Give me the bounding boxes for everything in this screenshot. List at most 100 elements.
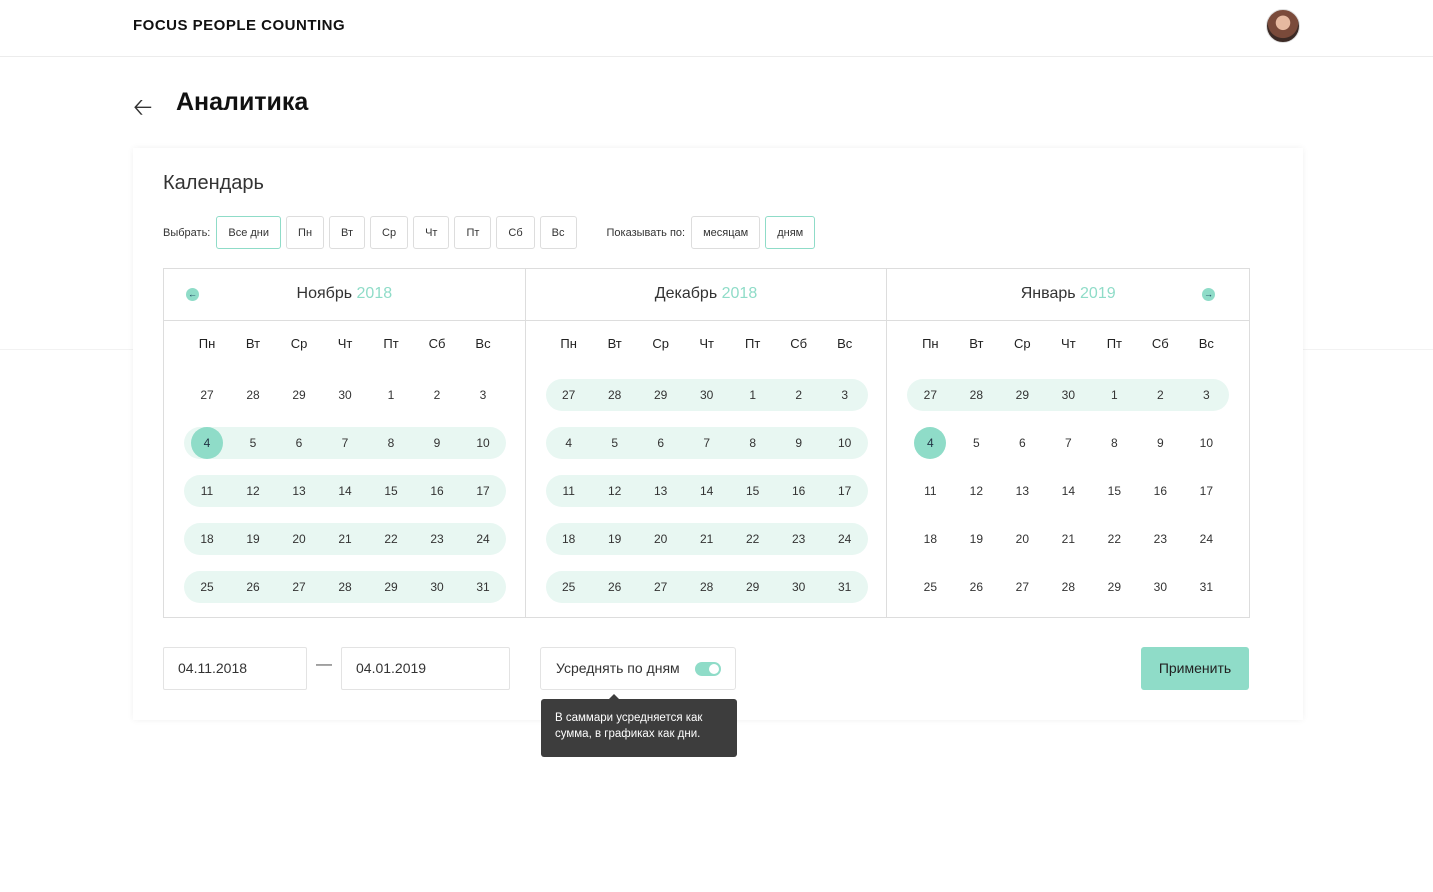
day-cell[interactable]: 30 — [1137, 571, 1183, 603]
day-cell[interactable]: 2 — [776, 379, 822, 411]
day-cell[interactable]: 5 — [230, 427, 276, 459]
day-cell[interactable]: 20 — [638, 523, 684, 555]
brand-logo[interactable]: FOCUS PEOPLE COUNTING — [133, 17, 346, 34]
day-cell[interactable]: 19 — [230, 523, 276, 555]
day-cell[interactable]: 30 — [776, 571, 822, 603]
day-cell[interactable]: 30 — [1045, 379, 1091, 411]
day-cell[interactable]: 14 — [684, 475, 730, 507]
day-cell[interactable]: 8 — [730, 427, 776, 459]
day-cell[interactable]: 2 — [414, 379, 460, 411]
day-cell[interactable]: 29 — [368, 571, 414, 603]
day-cell[interactable]: 14 — [322, 475, 368, 507]
day-cell[interactable]: 7 — [322, 427, 368, 459]
day-filter-chip[interactable]: Ср — [370, 216, 409, 249]
day-cell[interactable]: 28 — [953, 379, 999, 411]
day-cell[interactable]: 19 — [592, 523, 638, 555]
show-by-chip[interactable]: дням — [765, 216, 816, 249]
day-filter-chip[interactable]: Сб — [496, 216, 535, 249]
day-cell[interactable]: 29 — [1091, 571, 1137, 603]
day-cell[interactable]: 9 — [1137, 427, 1183, 459]
day-cell[interactable]: 18 — [907, 523, 953, 555]
day-cell[interactable]: 17 — [460, 475, 506, 507]
day-cell[interactable]: 1 — [730, 379, 776, 411]
day-cell[interactable]: 13 — [638, 475, 684, 507]
day-cell[interactable]: 22 — [730, 523, 776, 555]
day-cell[interactable]: 27 — [546, 379, 592, 411]
day-filter-chip[interactable]: Вт — [329, 216, 366, 249]
day-cell[interactable]: 30 — [322, 379, 368, 411]
arrow-left-icon[interactable]: 🡠 — [133, 94, 153, 121]
day-cell[interactable]: 19 — [953, 523, 999, 555]
day-cell[interactable]: 3 — [1183, 379, 1229, 411]
day-cell[interactable]: 27 — [276, 571, 322, 603]
day-cell[interactable]: 11 — [546, 475, 592, 507]
day-cell[interactable]: 27 — [907, 379, 953, 411]
day-cell[interactable]: 27 — [999, 571, 1045, 603]
average-by-days-control[interactable]: Усреднять по дням — [540, 647, 736, 690]
show-by-chip[interactable]: месяцам — [691, 216, 761, 249]
day-cell[interactable]: 28 — [1045, 571, 1091, 603]
date-to-input[interactable]: 04.01.2019 — [341, 647, 510, 690]
day-filter-chip[interactable]: Вс — [539, 216, 577, 249]
day-cell[interactable]: 26 — [230, 571, 276, 603]
day-cell[interactable]: 12 — [592, 475, 638, 507]
day-cell[interactable]: 10 — [822, 427, 868, 459]
day-cell[interactable]: 20 — [276, 523, 322, 555]
day-cell[interactable]: 28 — [322, 571, 368, 603]
day-cell[interactable]: 7 — [1045, 427, 1091, 459]
day-cell[interactable]: 30 — [414, 571, 460, 603]
next-month-icon[interactable]: → — [1202, 288, 1216, 301]
day-cell[interactable]: 2 — [1137, 379, 1183, 411]
day-cell[interactable]: 23 — [776, 523, 822, 555]
day-cell[interactable]: 28 — [684, 571, 730, 603]
day-cell[interactable]: 18 — [546, 523, 592, 555]
day-cell[interactable]: 11 — [184, 475, 230, 507]
day-cell[interactable]: 14 — [1045, 475, 1091, 507]
day-cell[interactable]: 26 — [953, 571, 999, 603]
day-cell[interactable]: 4 — [184, 427, 230, 459]
day-cell[interactable]: 15 — [730, 475, 776, 507]
day-cell[interactable]: 29 — [638, 379, 684, 411]
day-cell[interactable]: 25 — [184, 571, 230, 603]
day-filter-chip[interactable]: Пн — [286, 216, 325, 249]
day-cell[interactable]: 10 — [1183, 427, 1229, 459]
day-cell[interactable]: 21 — [684, 523, 730, 555]
day-cell[interactable]: 5 — [592, 427, 638, 459]
day-cell[interactable]: 12 — [230, 475, 276, 507]
day-cell[interactable]: 1 — [368, 379, 414, 411]
day-cell[interactable]: 17 — [822, 475, 868, 507]
day-filter-chip[interactable]: Чт — [413, 216, 450, 249]
day-cell[interactable]: 22 — [1091, 523, 1137, 555]
day-cell[interactable]: 24 — [822, 523, 868, 555]
day-cell[interactable]: 26 — [592, 571, 638, 603]
day-cell[interactable]: 7 — [684, 427, 730, 459]
day-cell[interactable]: 28 — [592, 379, 638, 411]
prev-month-icon[interactable]: ← — [186, 288, 199, 301]
day-cell[interactable]: 10 — [460, 427, 506, 459]
day-cell[interactable]: 29 — [999, 379, 1045, 411]
day-cell[interactable]: 30 — [684, 379, 730, 411]
day-cell[interactable]: 3 — [822, 379, 868, 411]
day-cell[interactable]: 25 — [546, 571, 592, 603]
day-cell[interactable]: 15 — [1091, 475, 1137, 507]
day-cell[interactable]: 16 — [414, 475, 460, 507]
day-cell[interactable]: 16 — [1137, 475, 1183, 507]
day-cell[interactable]: 31 — [460, 571, 506, 603]
day-cell[interactable]: 24 — [1183, 523, 1229, 555]
day-cell[interactable]: 31 — [822, 571, 868, 603]
day-cell[interactable]: 3 — [460, 379, 506, 411]
avatar[interactable] — [1266, 9, 1300, 43]
day-cell[interactable]: 4 — [907, 427, 953, 459]
day-cell[interactable]: 29 — [730, 571, 776, 603]
day-filter-chip[interactable]: Все дни — [216, 216, 282, 249]
day-cell[interactable]: 23 — [1137, 523, 1183, 555]
day-cell[interactable]: 1 — [1091, 379, 1137, 411]
day-cell[interactable]: 18 — [184, 523, 230, 555]
day-cell[interactable]: 17 — [1183, 475, 1229, 507]
day-cell[interactable]: 6 — [638, 427, 684, 459]
date-from-input[interactable]: 04.11.2018 — [163, 647, 307, 690]
day-cell[interactable]: 23 — [414, 523, 460, 555]
day-cell[interactable]: 5 — [953, 427, 999, 459]
day-cell[interactable]: 13 — [999, 475, 1045, 507]
day-cell[interactable]: 21 — [1045, 523, 1091, 555]
